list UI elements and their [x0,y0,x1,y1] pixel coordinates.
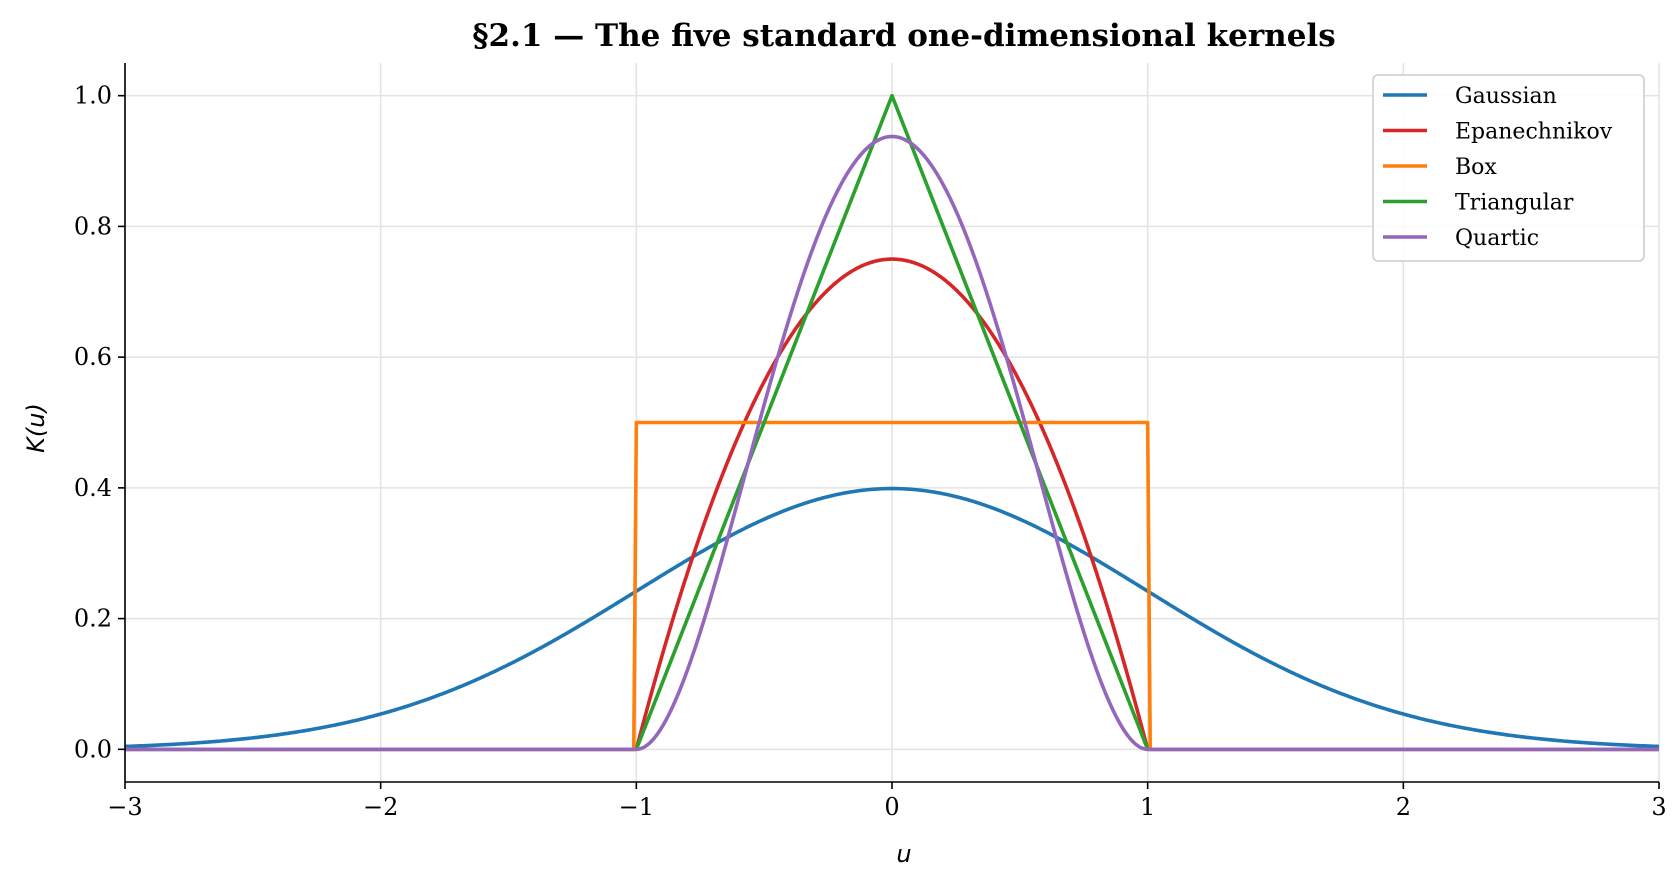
series-line-quartic [125,134,1659,752]
y-tick-label: 0.4 [74,474,112,502]
legend: Gaussian Epanechnikov Box Triangular Quartic [1372,74,1645,262]
x-axis-label: u [896,840,911,868]
x-tick-label: −2 [363,793,398,821]
y-tick-label: 0.6 [74,343,112,371]
series-line-gaussian [124,486,1660,749]
legend-box [1372,74,1645,262]
x-tick-label: 2 [1396,793,1411,821]
legend-label-triangular: Triangular [1455,191,1574,216]
legend-label-quartic: Quartic [1455,226,1539,251]
axes: −3 −2 −1 0 1 2 3 0.0 0.2 0.4 0.6 0.8 1.0 [74,63,1667,821]
x-tick-label: −1 [619,793,654,821]
x-tick-label: 0 [884,793,899,821]
y-tick-label: 0.2 [74,605,112,633]
x-tick-label: 1 [1140,793,1155,821]
y-tick-label: 0.8 [74,212,112,240]
y-axis-label: K(u) [22,403,50,453]
x-tick-label: −3 [107,793,142,821]
legend-label-epanechnikov: Epanechnikov [1455,120,1613,145]
series-line-epanechnikov [125,257,1659,752]
chart-title: §2.1 — The five standard one-dimensional… [472,18,1335,54]
x-tick-label: 3 [1651,793,1666,821]
legend-label-box: Box [1455,155,1497,180]
y-tick-label: 1.0 [74,82,112,110]
y-tick-label: 0.0 [74,735,112,763]
legend-label-gaussian: Gaussian [1455,84,1557,109]
series-layer [124,93,1660,752]
